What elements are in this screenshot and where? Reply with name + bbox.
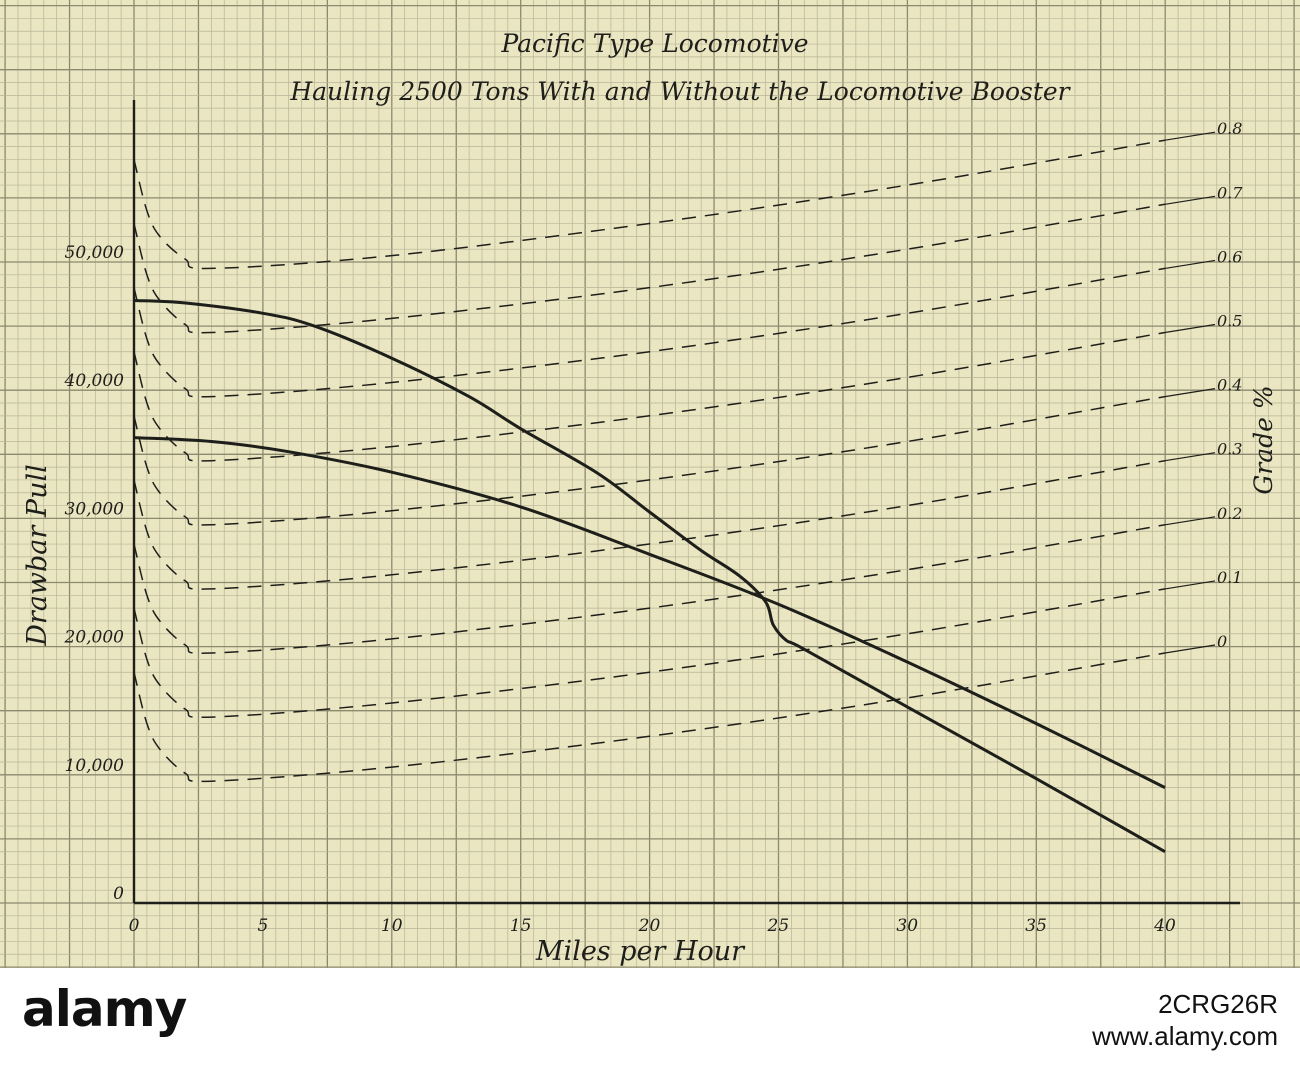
image-site: www.alamy.com bbox=[1092, 1021, 1278, 1051]
x-axis-label: Miles per Hour bbox=[535, 936, 746, 967]
x-tick-label: 15 bbox=[510, 916, 532, 936]
chart-subtitle: Hauling 2500 Tons With and Without the L… bbox=[289, 77, 1071, 106]
x-tick-label: 20 bbox=[638, 916, 661, 936]
alamy-logo: alamy bbox=[22, 980, 187, 1038]
axes bbox=[132, 100, 1240, 905]
resistance-curve bbox=[133, 395, 1166, 526]
chart-svg: 0.8 0.7 0.6 0.5 0.4 0.3 0.2 0.1 0 0 5 10 15 20 25 30 35… bbox=[0, 0, 1300, 968]
resistance-curve bbox=[133, 331, 1166, 462]
grade-label: 0.6 bbox=[1217, 247, 1242, 266]
grade-leader bbox=[1164, 323, 1216, 334]
x-tick-label: 25 bbox=[767, 916, 790, 936]
resistance-curve bbox=[133, 139, 1166, 270]
drawbar-pull-curve bbox=[133, 436, 1166, 789]
grade-label: 0.3 bbox=[1217, 440, 1242, 459]
tick-labels: 0 5 10 15 20 25 30 35 40 0 10,000 20,000 30,000 40,00… bbox=[64, 243, 1176, 936]
grade-label: 0.7 bbox=[1217, 183, 1243, 202]
resistance-curve bbox=[133, 652, 1166, 783]
y-tick-label: 50,000 bbox=[65, 243, 125, 263]
x-tick-label: 5 bbox=[257, 916, 268, 936]
grade-axis-label: Grade % bbox=[1249, 385, 1278, 494]
resistance-curve bbox=[133, 267, 1166, 398]
x-tick-label: 10 bbox=[381, 916, 403, 936]
grade-leader bbox=[1164, 259, 1216, 270]
y-tick-label: 40,000 bbox=[64, 371, 125, 391]
y-axis-label: Drawbar Pull bbox=[22, 464, 53, 646]
x-tick-label: 0 bbox=[129, 916, 140, 936]
x-tick-label: 40 bbox=[1153, 916, 1176, 936]
grade-label: 0.4 bbox=[1217, 376, 1242, 395]
drawbar-pull-curve bbox=[133, 299, 1166, 854]
resistance-curve bbox=[133, 524, 1166, 654]
y-tick-label: 30,000 bbox=[65, 499, 125, 519]
grade-leader bbox=[1164, 452, 1216, 462]
x-tick-label: 30 bbox=[896, 916, 918, 936]
y-tick-label: 10,000 bbox=[65, 756, 125, 776]
grade-label: 0 bbox=[1217, 632, 1227, 651]
x-tick-label: 35 bbox=[1025, 916, 1047, 936]
drawbar-pull-curves bbox=[133, 299, 1166, 854]
grade-label: 0.2 bbox=[1217, 504, 1242, 523]
grade-leader bbox=[1164, 388, 1216, 398]
y-tick-label: 20,000 bbox=[64, 628, 125, 648]
grade-leader bbox=[1164, 580, 1216, 590]
chart-title: Pacific Type Locomotive bbox=[500, 29, 808, 58]
grade-label: 0.1 bbox=[1217, 568, 1242, 587]
grid bbox=[0, 0, 1300, 968]
image-id: 2CRG26R www.alamy.com bbox=[1092, 988, 1278, 1052]
resistance-curve bbox=[133, 459, 1166, 590]
grade-label: 0.8 bbox=[1217, 119, 1242, 138]
grade-leader bbox=[1164, 644, 1216, 654]
grade-leader bbox=[1164, 516, 1216, 526]
grade-label: 0.5 bbox=[1217, 312, 1242, 331]
watermark-bar bbox=[0, 968, 1300, 1067]
resistance-curves: 0.8 0.7 0.6 0.5 0.4 0.3 0.2 0.1 0 bbox=[133, 119, 1243, 783]
grade-leader bbox=[1164, 195, 1216, 205]
image-id-code: 2CRG26R bbox=[1158, 989, 1278, 1019]
y-tick-label: 0 bbox=[113, 884, 124, 904]
resistance-curve bbox=[133, 588, 1166, 719]
chart-area: 0.8 0.7 0.6 0.5 0.4 0.3 0.2 0.1 0 0 5 10 15 20 25 30 35… bbox=[0, 0, 1300, 968]
grade-leader bbox=[1164, 131, 1216, 141]
